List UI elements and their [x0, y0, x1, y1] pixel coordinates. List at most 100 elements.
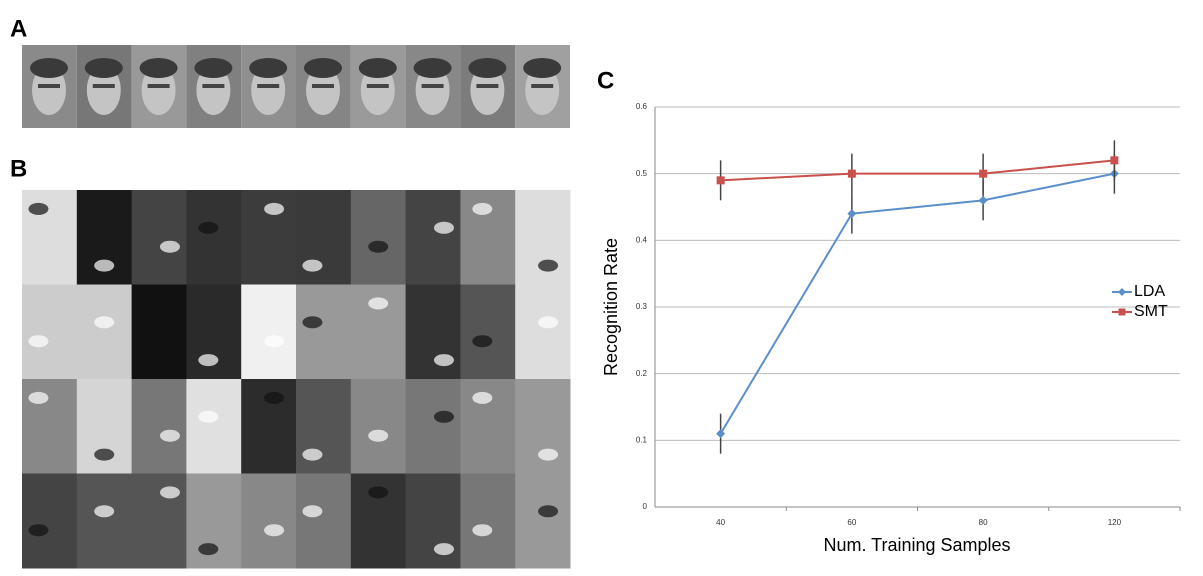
basis-feature — [159, 429, 180, 442]
face-strip — [22, 45, 570, 128]
y-tick-label: 0.1 — [636, 435, 648, 444]
basis-feature — [472, 391, 493, 404]
basis-image — [405, 284, 461, 380]
basis-feature — [302, 448, 323, 461]
basis-feature — [472, 202, 493, 215]
panel-label: A — [10, 15, 27, 42]
basis-feature — [159, 240, 180, 253]
eyes — [257, 84, 280, 88]
basis-feature — [28, 391, 49, 404]
eyes — [38, 84, 60, 88]
basis-feature — [198, 354, 219, 367]
basis-image — [131, 379, 187, 474]
basis-image — [296, 473, 352, 569]
basis-feature — [264, 202, 285, 215]
basis-image — [131, 284, 187, 380]
y-tick-label: 0.4 — [636, 235, 648, 244]
eyes — [421, 84, 444, 88]
data-point — [716, 429, 726, 439]
hair — [139, 58, 178, 78]
basis-feature — [94, 259, 115, 272]
basis-feature — [538, 259, 559, 272]
y-tick-label: 0.2 — [636, 369, 648, 378]
hair — [194, 58, 233, 78]
basis-feature — [433, 543, 454, 556]
y-tick-label: 0 — [643, 502, 648, 511]
panel-label: C — [597, 67, 614, 94]
basis-feature — [368, 297, 389, 310]
legend-label: SMT — [1134, 303, 1168, 320]
basis-image — [131, 473, 187, 569]
basis-feature — [368, 429, 389, 442]
basis-image — [296, 190, 352, 285]
basis-feature — [368, 240, 389, 253]
basis-feature — [28, 524, 49, 537]
basis-image — [22, 379, 78, 474]
legend-label: LDA — [1134, 283, 1165, 300]
hair — [358, 58, 397, 78]
eyes — [476, 84, 499, 88]
basis-image — [22, 473, 78, 569]
x-tick-label: 40 — [716, 518, 725, 527]
basis-image — [460, 473, 516, 569]
face — [196, 65, 231, 115]
series-line — [719, 172, 1115, 435]
basis-image — [405, 379, 461, 474]
data-point — [716, 176, 725, 185]
basis-image — [296, 379, 352, 474]
face — [251, 65, 286, 115]
basis-grid — [22, 190, 571, 569]
hair — [468, 58, 507, 78]
eyes — [92, 84, 115, 88]
face — [525, 65, 560, 115]
basis-image — [186, 473, 242, 569]
face — [32, 65, 66, 115]
y-tick-label: 0.3 — [636, 302, 648, 311]
basis-feature — [538, 448, 559, 461]
basis-feature — [538, 505, 559, 518]
face — [86, 65, 121, 115]
data-point — [1110, 156, 1119, 165]
basis-image — [515, 379, 571, 474]
basis-image — [186, 284, 242, 380]
basis-image — [241, 473, 297, 569]
basis-image — [186, 379, 242, 474]
basis-image — [296, 284, 352, 380]
y-tick-label: 0.6 — [636, 102, 648, 111]
basis-image — [405, 190, 461, 285]
basis-image — [22, 284, 78, 380]
basis-feature — [538, 316, 559, 329]
face — [470, 65, 505, 115]
basis-feature — [264, 391, 285, 404]
eyes — [312, 84, 334, 88]
eyes — [366, 84, 389, 88]
hair — [523, 58, 562, 78]
data-point — [978, 195, 988, 205]
basis-feature — [28, 202, 49, 215]
basis-feature — [472, 335, 493, 348]
basis-image — [241, 284, 297, 380]
legend-marker — [1118, 308, 1126, 316]
basis-image — [350, 379, 407, 474]
basis-image — [515, 284, 571, 380]
basis-feature — [94, 448, 115, 461]
basis-feature — [94, 505, 115, 518]
basis-feature — [94, 316, 115, 329]
hair — [249, 58, 288, 78]
face — [141, 65, 176, 115]
x-tick-label: 80 — [979, 518, 988, 527]
basis-feature — [198, 543, 219, 556]
eyes — [147, 84, 170, 88]
x-tick-label: 60 — [847, 518, 856, 527]
hair — [84, 58, 123, 78]
face — [360, 65, 395, 115]
basis-feature — [472, 524, 493, 537]
data-point — [847, 209, 857, 219]
basis-feature — [302, 316, 323, 329]
eyes — [531, 84, 554, 88]
face — [415, 65, 450, 115]
series-line — [720, 159, 1115, 182]
basis-image — [131, 190, 187, 285]
